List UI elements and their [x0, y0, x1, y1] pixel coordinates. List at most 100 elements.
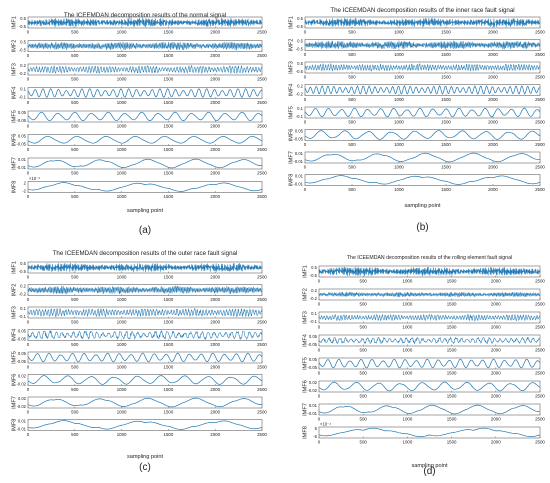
x-tick-label: 1500 [164, 171, 174, 176]
imf-label: IMF7 [11, 396, 17, 409]
y-tick-label: -0.1 [296, 114, 304, 119]
x-tick-label: 1500 [447, 279, 457, 284]
y-tick-label: 0.5 [297, 38, 303, 43]
x-tick-label: 2500 [257, 171, 267, 176]
x-tick-label: 1500 [441, 165, 451, 170]
panel-a: The ICEEMDAN decomposition results of th… [11, 12, 267, 236]
x-tick-label: 1000 [394, 52, 404, 57]
imf-label: IMF7 [288, 151, 294, 164]
series-line [318, 266, 541, 277]
x-tick-label: 1500 [441, 30, 451, 35]
imf-label: IMF5 [11, 110, 17, 123]
y-tick-label: -0.01 [293, 159, 303, 164]
x-tick-label: 0 [27, 100, 30, 105]
panel-label: (a) [139, 225, 151, 236]
x-tick-label: 0 [318, 371, 321, 376]
x-tick-label: 500 [360, 417, 368, 422]
x-tick-label: 1000 [403, 417, 413, 422]
x-tick-label: 2000 [488, 97, 498, 102]
x-tick-label: 2500 [257, 365, 267, 370]
x-tick-label: 1000 [403, 348, 413, 353]
x-tick-label: 1000 [117, 275, 127, 280]
x-tick-label: 500 [71, 30, 79, 35]
x-tick-label: 2000 [210, 387, 220, 392]
x-tick-label: 2500 [535, 417, 545, 422]
x-tick-label: 1500 [164, 30, 174, 35]
subplot-frame [27, 306, 263, 319]
x-tick-label: 0 [304, 187, 307, 192]
y-tick-label: 0.01 [295, 173, 304, 178]
x-tick-label: 500 [71, 124, 79, 129]
y-tick-label: -5 [313, 434, 317, 439]
imf-label: IMF5 [288, 106, 294, 119]
x-tick-label: 500 [71, 147, 79, 152]
imf-label: IMF2 [11, 284, 17, 297]
subplot-frame [304, 84, 541, 96]
imf-label: IMF6 [288, 129, 294, 142]
imf-label: IMF4 [302, 334, 308, 347]
x-tick-label: 500 [360, 394, 368, 399]
y-tick-label: -0.5 [296, 69, 304, 74]
series-line [27, 111, 263, 122]
imf-label: IMF6 [302, 380, 308, 393]
x-tick-label: 0 [27, 275, 30, 280]
x-tick-label: 2500 [257, 275, 267, 280]
x-tick-label: 500 [348, 30, 356, 35]
x-tick-label: 2500 [535, 120, 545, 125]
y-tick-label: 0.01 [18, 418, 27, 423]
x-tick-label: 1000 [117, 100, 127, 105]
panel-b: The ICEEMDAN decomposition results of th… [288, 7, 545, 233]
x-tick-label: 2000 [491, 371, 501, 376]
x-tick-label: 2500 [535, 97, 545, 102]
x-tick-label: 0 [304, 120, 307, 125]
series-line [318, 381, 541, 392]
x-tick-label: 500 [360, 348, 368, 353]
imf-label: IMF1 [11, 261, 17, 274]
x-tick-label: 1000 [117, 410, 127, 415]
x-tick-label: 2000 [491, 302, 501, 307]
y-tick-label: 0.2 [297, 83, 303, 88]
x-tick-label: 2500 [535, 371, 545, 376]
x-tick-label: 500 [71, 100, 79, 105]
x-tick-label: 2500 [257, 297, 267, 302]
series-line [304, 130, 541, 140]
series-line [318, 291, 541, 298]
subplot-frame [27, 351, 263, 364]
x-tick-label: 500 [360, 279, 368, 284]
subplot-frame [318, 403, 541, 416]
series-line [27, 88, 263, 98]
x-tick-label: 2500 [257, 387, 267, 392]
x-tick-label: 500 [71, 365, 79, 370]
y-tick-label: -0.02 [307, 388, 317, 393]
x-tick-label: 2500 [257, 124, 267, 129]
x-tick-label: 0 [27, 194, 30, 199]
x-tick-label: 500 [348, 97, 356, 102]
y-tick-label: -0.05 [16, 142, 26, 147]
panel-label: (b) [416, 222, 428, 233]
x-tick-label: 1000 [117, 365, 127, 370]
x-tick-label: 1500 [447, 394, 457, 399]
subplot-frame [318, 426, 541, 439]
x-tick-label: 2000 [488, 30, 498, 35]
subplot-frame [304, 106, 541, 119]
x-tick-label: 500 [360, 371, 368, 376]
series-line [318, 313, 541, 322]
x-tick-label: 1000 [403, 440, 413, 445]
subplot-frame [27, 396, 263, 409]
x-tick-label: 1000 [117, 194, 127, 199]
imf-label: IMF3 [288, 61, 294, 74]
x-tick-label: 0 [27, 365, 30, 370]
x-tick-label: 1000 [394, 75, 404, 80]
y-tick-label: -0.01 [293, 182, 303, 187]
x-tick-label: 1000 [117, 320, 127, 325]
x-tick-label: 500 [71, 410, 79, 415]
y-tick-label: -0.2 [296, 92, 304, 97]
